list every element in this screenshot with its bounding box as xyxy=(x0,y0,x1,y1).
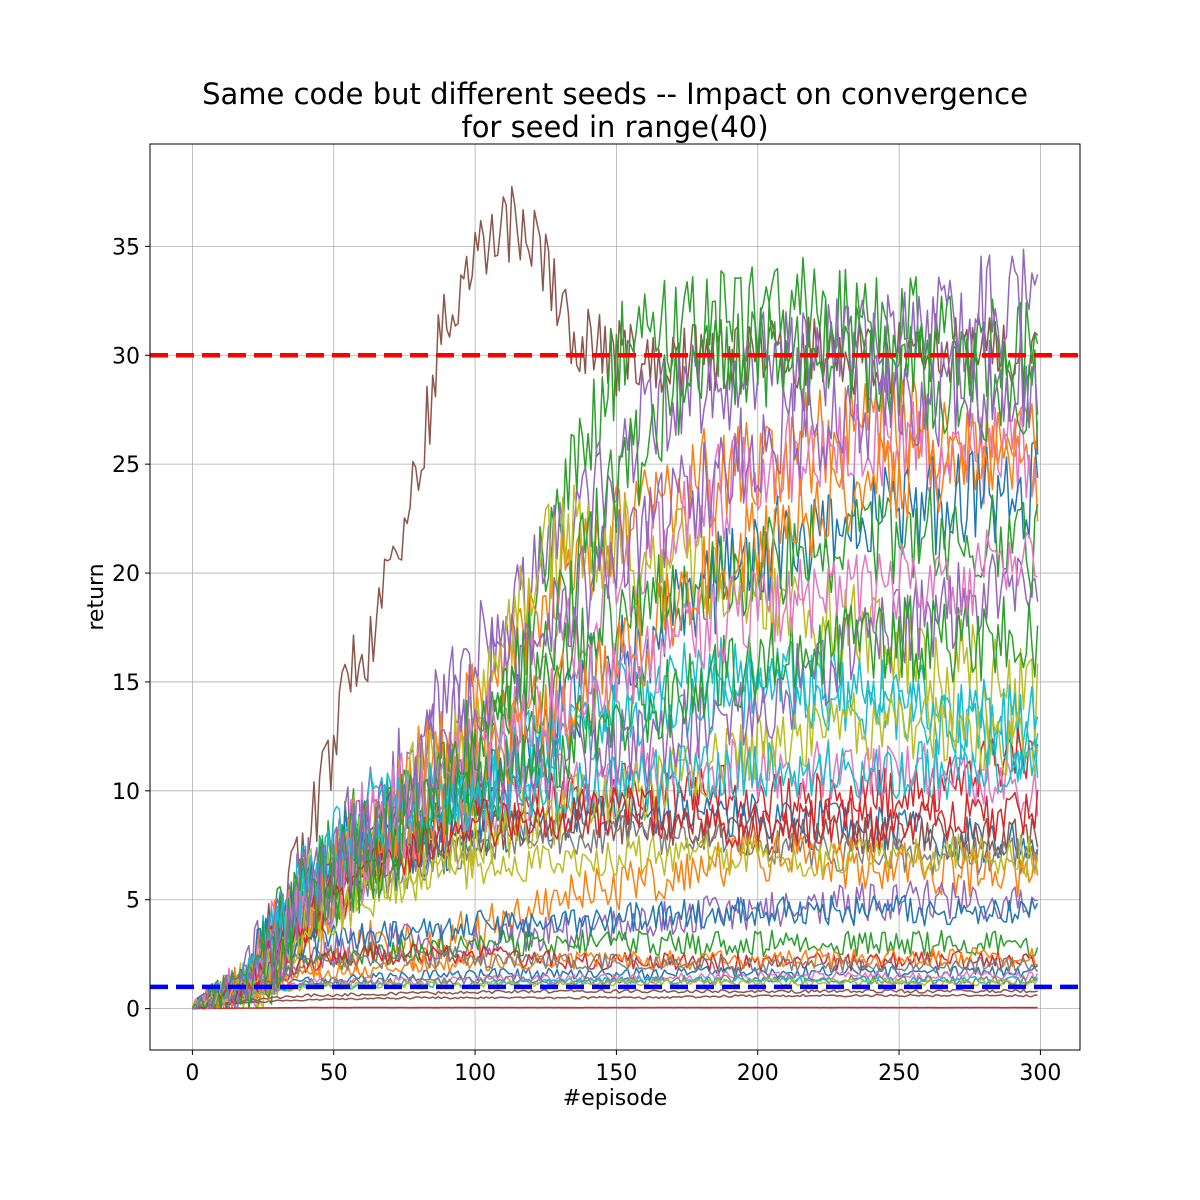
y-tick-label: 30 xyxy=(112,344,140,369)
series-line xyxy=(192,787,1039,1010)
y-tick-label: 5 xyxy=(126,889,140,914)
x-tick-label: 100 xyxy=(454,1061,496,1086)
series-group xyxy=(191,185,1039,1010)
series-line xyxy=(192,330,1039,1010)
x-tick-label: 250 xyxy=(878,1061,920,1086)
x-tick-label: 50 xyxy=(320,1061,348,1086)
x-tick-label: 150 xyxy=(595,1061,637,1086)
series-line xyxy=(192,894,1039,1010)
x-axis-label: #episode xyxy=(563,1086,667,1111)
series-line xyxy=(192,879,1038,1010)
series-line xyxy=(191,833,1039,1010)
series-line xyxy=(192,988,1038,1010)
series-line xyxy=(192,1006,1038,1010)
x-tick-label: 200 xyxy=(737,1061,779,1086)
ticks: 0 50 100 150 200 250 300 0 5 10 15 20 25 30 35 xyxy=(112,235,1061,1086)
series-line xyxy=(192,993,1038,1010)
series-line xyxy=(191,529,1038,1009)
x-tick-label: 0 xyxy=(185,1061,199,1086)
series-line xyxy=(192,949,1039,1010)
y-tick-label: 15 xyxy=(112,671,140,696)
y-tick-label: 25 xyxy=(112,453,140,478)
plot-frame xyxy=(149,143,1081,1051)
y-tick-label: 10 xyxy=(112,780,140,805)
chart-title: Same code but different seeds -- Impact … xyxy=(202,77,1028,111)
y-tick-label: 20 xyxy=(112,562,140,587)
y-tick-label: 0 xyxy=(126,998,140,1023)
x-tick-label: 300 xyxy=(1019,1061,1061,1086)
chart-subtitle: for seed in range(40) xyxy=(461,110,768,144)
y-tick-label: 35 xyxy=(112,235,140,260)
y-axis-label: return xyxy=(84,563,109,630)
series-line xyxy=(192,943,1039,1010)
